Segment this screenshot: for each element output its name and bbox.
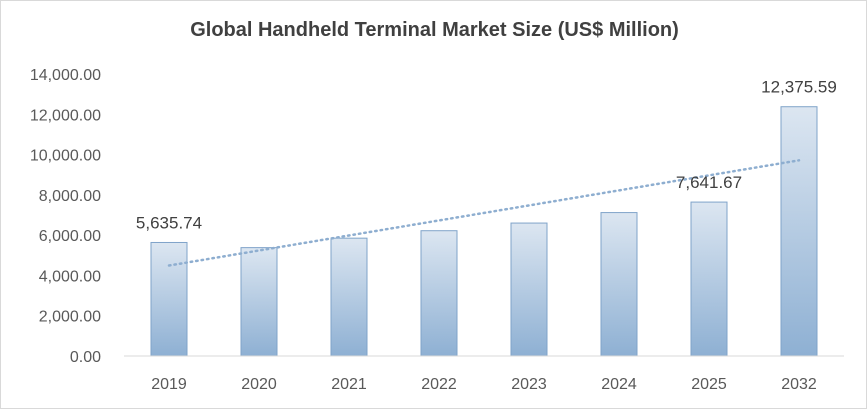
bar [600,212,638,357]
y-tick-label: 4,000.00 [39,268,101,285]
bar [690,201,728,357]
y-tick-label: 6,000.00 [39,228,101,245]
y-tick-label: 8,000.00 [39,188,101,205]
trendline [167,159,801,267]
y-tick-label: 14,000.00 [30,67,101,84]
x-tick-label: 2032 [781,376,817,393]
y-tick-label: 0.00 [70,349,101,366]
data-label: 5,635.74 [136,213,202,232]
data-label: 12,375.59 [761,78,837,97]
bar [150,241,188,357]
bar [780,106,818,357]
x-tick-label: 2020 [241,376,277,393]
y-tick-label: 12,000.00 [30,107,101,124]
data-label: 7,641.67 [676,173,742,192]
bar [510,222,548,357]
data-labels: 5,635.74 7,641.67 12,375.59 [136,78,837,233]
y-axis: 0.00 2,000.00 4,000.00 6,000.00 8,000.00 10,0… [30,67,101,366]
x-tick-label: 2023 [511,376,547,393]
x-axis: 2019 2020 2021 2022 2023 2024 2025 2032 [124,355,844,393]
bar [420,230,458,357]
x-tick-label: 2021 [331,376,367,393]
chart-title: Global Handheld Terminal Market Size (US… [190,19,679,41]
y-tick-label: 2,000.00 [39,309,101,326]
x-tick-label: 2024 [601,376,637,393]
bars [150,106,818,357]
y-tick-label: 10,000.00 [30,148,101,165]
trendline-line [167,159,801,267]
x-tick-label: 2025 [691,376,727,393]
bar [330,237,368,357]
x-tick-label: 2022 [421,376,457,393]
x-tick-label: 2019 [151,376,187,393]
bar [240,247,278,357]
